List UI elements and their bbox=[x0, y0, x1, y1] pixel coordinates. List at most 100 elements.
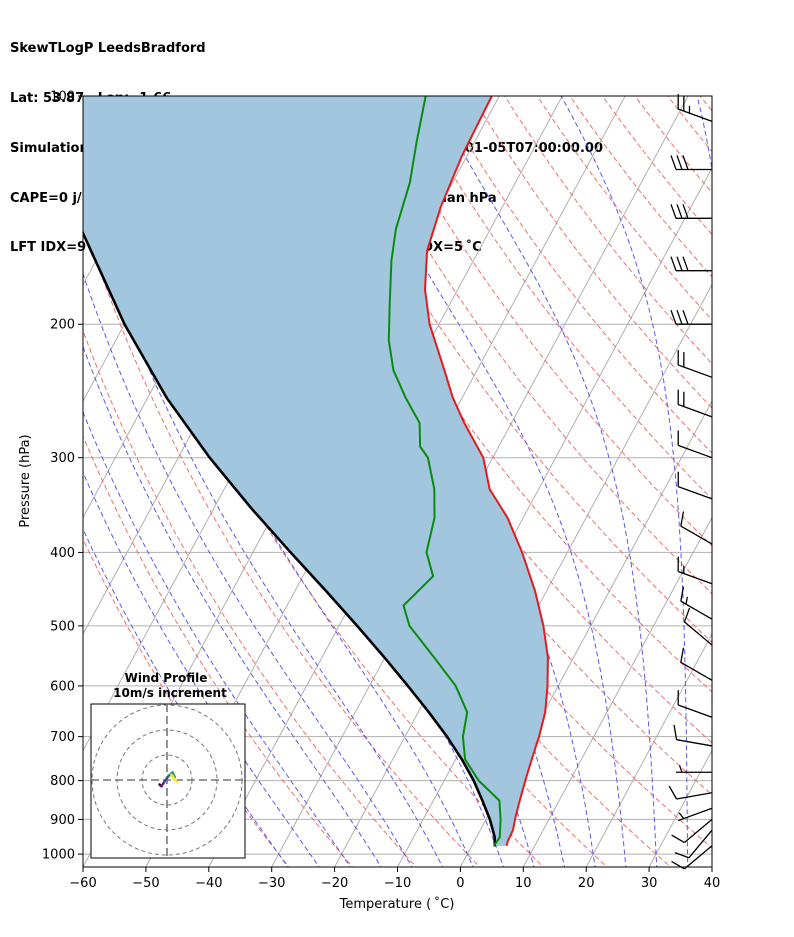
x-tick-label: −60 bbox=[69, 876, 96, 891]
wind-barb-flag bbox=[676, 204, 683, 219]
hodograph-plot bbox=[91, 704, 245, 858]
hodograph-segment bbox=[170, 774, 179, 784]
wind-barbs bbox=[668, 94, 713, 870]
isotherm-gridline bbox=[711, 865, 712, 867]
x-tick-label: 30 bbox=[641, 876, 658, 891]
x-tick-label: 40 bbox=[704, 876, 721, 891]
wind-barb-flag bbox=[676, 309, 683, 325]
wind-barb-flag bbox=[680, 647, 685, 663]
isotherm-gridline bbox=[648, 749, 712, 867]
wind-barb bbox=[668, 785, 713, 800]
y-tick-label: 400 bbox=[50, 546, 75, 561]
x-axis-label: Temperature ( ˚C) bbox=[339, 896, 455, 912]
wind-barb bbox=[671, 818, 713, 844]
x-tick-label: −30 bbox=[258, 876, 285, 891]
wind-barb-shaft bbox=[684, 818, 713, 844]
wind-barb-shaft bbox=[688, 829, 713, 859]
dewpoint-profile-line bbox=[387, 96, 502, 847]
wind-barb bbox=[677, 556, 713, 585]
moist-adiabat bbox=[83, 345, 382, 867]
moist-adiabat bbox=[696, 96, 712, 173]
wind-barb bbox=[677, 690, 713, 718]
wind-barb-flag bbox=[674, 851, 690, 859]
wind-barb bbox=[670, 256, 712, 272]
wind-barb bbox=[677, 350, 713, 378]
y-tick-label: 500 bbox=[50, 619, 75, 634]
wind-barb-flag bbox=[671, 834, 685, 844]
axis-ticks: −60 −50 −40 −30 −20 −10 0 10 20 30 40 1000 900 800 700… bbox=[42, 90, 720, 892]
hodograph-subtitle: 10m/s increment bbox=[113, 686, 227, 700]
wind-barb bbox=[674, 829, 713, 859]
wind-barb bbox=[677, 471, 713, 500]
wind-barb-flag bbox=[682, 155, 689, 170]
wind-barb-flag bbox=[670, 204, 677, 219]
wind-barb-flag bbox=[683, 607, 691, 623]
wind-barb-shaft bbox=[677, 403, 713, 418]
wind-barb-shaft bbox=[684, 845, 713, 870]
wind-barb bbox=[680, 647, 713, 681]
wind-barb bbox=[677, 94, 713, 122]
dry-adiabat bbox=[569, 96, 712, 278]
dry-adiabat bbox=[601, 96, 712, 236]
wind-barb-flag bbox=[671, 860, 685, 870]
moist-adiabat bbox=[83, 272, 413, 867]
x-tick-label: 10 bbox=[515, 876, 532, 891]
isotherm-gridline bbox=[585, 632, 712, 867]
wind-barb-shaft bbox=[677, 704, 713, 718]
dry-adiabat bbox=[83, 537, 290, 867]
wind-barb-shaft bbox=[677, 485, 713, 500]
dry-adiabat bbox=[699, 96, 712, 112]
parcel-profile-line bbox=[83, 230, 497, 847]
wind-barb bbox=[677, 807, 713, 822]
wind-barb bbox=[670, 155, 712, 171]
moist-adiabat bbox=[83, 410, 351, 867]
x-tick-label: −20 bbox=[321, 876, 348, 891]
x-tick-label: 0 bbox=[456, 876, 464, 891]
wind-barb-flag bbox=[682, 204, 689, 219]
wind-barb-flag bbox=[680, 511, 685, 527]
moist-adiabat bbox=[83, 527, 289, 867]
dry-adiabat bbox=[83, 329, 417, 867]
wind-barb-flag bbox=[680, 586, 685, 602]
wind-barb-flag bbox=[676, 155, 683, 170]
wind-barb bbox=[671, 845, 713, 870]
hodograph-inset: Wind Profile 10m/s increment bbox=[90, 671, 246, 859]
wind-barb bbox=[670, 309, 712, 325]
x-tick-label: −40 bbox=[195, 876, 222, 891]
y-tick-label: 800 bbox=[50, 774, 75, 789]
dry-adiabat bbox=[276, 96, 712, 693]
temperature-profile-line bbox=[423, 96, 549, 847]
moist-adiabat bbox=[83, 187, 444, 867]
dry-adiabat bbox=[504, 96, 712, 365]
wind-barb-shaft bbox=[680, 661, 713, 681]
wind-barb-shaft bbox=[680, 525, 713, 545]
x-tick-label: −50 bbox=[132, 876, 159, 891]
wind-barb-shaft bbox=[676, 792, 713, 800]
wind-barb-flag bbox=[670, 309, 677, 325]
y-tick-label: 700 bbox=[50, 730, 75, 745]
wind-barb-shaft bbox=[676, 739, 713, 747]
hodograph-title: Wind Profile bbox=[125, 671, 208, 685]
wind-barb bbox=[670, 204, 712, 219]
x-tick-label: −10 bbox=[384, 876, 411, 891]
moist-adiabat bbox=[560, 96, 689, 867]
wind-barb-shaft bbox=[677, 444, 713, 459]
cin-shading bbox=[83, 96, 548, 847]
isotherm-gridline bbox=[334, 167, 712, 867]
y-tick-label: 600 bbox=[50, 679, 75, 694]
wind-barb-half-flag bbox=[685, 596, 688, 605]
dry-adiabat bbox=[83, 219, 481, 867]
y-tick-label: 1000 bbox=[42, 848, 75, 863]
header-title: SkewTLogP LeedsBradford bbox=[10, 41, 206, 57]
y-axis-label: Pressure (hPa) bbox=[18, 434, 33, 527]
wind-barb-flag bbox=[670, 256, 677, 271]
wind-barb-flag bbox=[682, 309, 689, 325]
wind-barb bbox=[676, 765, 712, 773]
wind-barb bbox=[673, 724, 713, 747]
y-tick-label: 200 bbox=[50, 318, 75, 333]
dry-adiabat bbox=[536, 96, 712, 321]
wind-barb bbox=[683, 607, 713, 646]
wind-barb bbox=[677, 430, 713, 459]
wind-barb-half-flag bbox=[678, 765, 683, 773]
